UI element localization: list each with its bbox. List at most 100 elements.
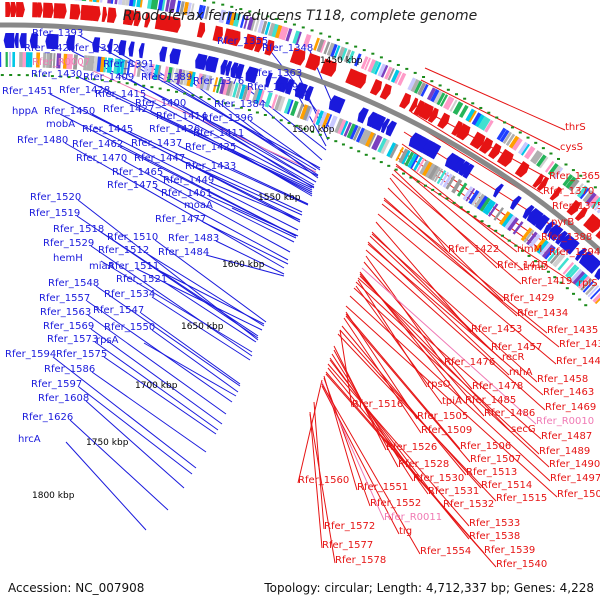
cog-feature [337,119,348,135]
cog-feature [370,60,380,74]
tick-mark [466,210,470,213]
label-connector [420,79,561,151]
cog-feature [562,174,574,187]
gene-label: Rfer_1511 [108,261,159,272]
cog-feature [173,68,180,84]
minus-strand-gene [66,34,76,51]
cog-feature [254,89,264,105]
cog-feature [285,28,293,42]
cog-feature [565,264,578,278]
cog-feature [243,15,249,29]
label-connector [79,35,321,169]
minus-strand-gene [522,204,535,220]
gene-label: thrS [565,122,586,133]
gene-label: Rfer_1490 [549,459,600,470]
plus-strand-gene [422,104,434,121]
minus-strand-gene [50,34,59,50]
gene-label: Rfer_1540 [496,559,547,570]
gene-label: Rfer_1417 [497,260,548,271]
cog-feature [154,0,159,10]
cog-feature [518,141,530,156]
minus-strand-gene [586,258,600,274]
cog-feature [422,161,434,177]
tick-mark [564,163,568,166]
gene-label: rpsA [96,335,119,346]
gene-label: Rfer_1548 [48,278,99,289]
label-connector [397,157,518,253]
label-connector [240,135,317,183]
tick-mark [334,140,338,143]
tick-mark [527,254,531,257]
label-connector [371,233,538,383]
label-connector [69,419,169,511]
minus-strand-gene [333,97,346,114]
label-connector [355,285,443,405]
gene-label: miaA [89,261,115,272]
plus-strand-gene [566,199,581,216]
gene-label: Rfer_1415 [95,89,146,100]
cog-feature [539,242,552,256]
plus-strand-gene [37,2,43,18]
cog-feature [436,92,446,106]
gene-label: Rfer_1506 [460,441,511,452]
tick-mark [479,106,483,109]
minus-strand-gene [118,40,127,56]
cog-feature [69,54,73,70]
label-connector [363,261,473,390]
cog-feature [42,52,47,68]
tick-mark [34,74,38,77]
cog-feature [553,167,564,180]
tick-mark [166,89,170,92]
kbp-label: 1500 kbp [292,125,335,135]
gene-label: Rfer_1435 [547,325,598,336]
cog-feature [445,175,456,190]
label-connector [383,199,548,334]
tick-mark [553,276,557,279]
cog-feature [29,52,33,68]
cog-feature [355,127,366,143]
cog-feature [168,0,176,13]
plus-strand-gene [369,78,383,96]
cog-feature [446,97,455,111]
tick-mark [372,157,376,160]
cog-feature [165,0,170,12]
cog-feature [8,52,12,68]
cog-feature [125,0,130,6]
minus-strand-gene [92,37,101,53]
cog-feature [347,50,355,64]
tick-mark [25,74,29,77]
cog-feature [465,108,476,122]
cog-feature [22,52,27,68]
tick-mark [396,63,400,66]
cog-feature [163,66,169,82]
minus-strand-gene [426,142,440,159]
label-connector [375,221,472,333]
tick-mark [257,12,261,15]
tick-mark [263,114,267,117]
tick-mark [455,93,459,96]
plus-strand-gene [574,206,588,222]
gene-label: Rfer_1434 [517,308,568,319]
cog-feature [121,0,126,6]
genome-backbone [0,22,600,254]
cog-feature [302,33,312,48]
cog-feature [96,0,100,3]
plus-strand-gene [478,137,494,154]
tick-mark [221,3,225,6]
gene-label: Rfer_1547 [93,305,144,316]
cog-feature [119,59,125,75]
cog-feature [235,83,243,99]
cog-feature [386,142,397,158]
label-connector [142,96,315,188]
tick-mark [459,206,463,209]
gene-label: Rfer_1388 [541,232,592,243]
tick-mark [416,180,420,183]
minus-strand-gene [275,75,286,92]
gene-label: Rfer_1457 [491,342,542,353]
cog-feature [521,143,530,156]
cog-feature [334,118,344,134]
minus-strand-gene [138,42,145,59]
cog-feature [487,203,499,217]
label-connector [387,187,504,302]
cog-feature [407,77,417,91]
